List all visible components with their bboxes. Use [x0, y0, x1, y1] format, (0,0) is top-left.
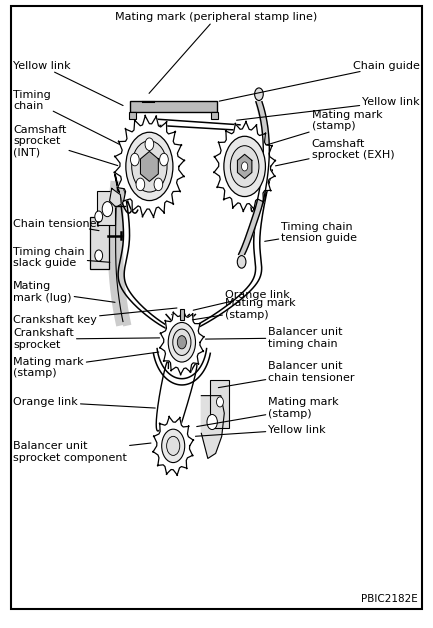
Text: Camshaft
sprocket
(INT): Camshaft sprocket (INT)	[13, 125, 118, 166]
Circle shape	[207, 414, 217, 430]
Circle shape	[160, 153, 168, 166]
Text: Timing chain
tension guide: Timing chain tension guide	[265, 222, 358, 243]
Circle shape	[224, 136, 265, 197]
Polygon shape	[256, 102, 268, 126]
Polygon shape	[110, 188, 121, 207]
Text: Mating
mark (lug): Mating mark (lug)	[13, 281, 115, 303]
Text: Orange link: Orange link	[13, 397, 155, 408]
Polygon shape	[252, 201, 263, 220]
Polygon shape	[214, 121, 275, 212]
Text: Balancer unit
timing chain: Balancer unit timing chain	[205, 327, 343, 349]
Circle shape	[167, 436, 180, 455]
Polygon shape	[245, 220, 258, 239]
Circle shape	[145, 138, 154, 151]
Text: Mating mark
(stamp): Mating mark (stamp)	[267, 110, 382, 145]
Circle shape	[242, 162, 248, 171]
Polygon shape	[114, 115, 185, 218]
Circle shape	[255, 88, 263, 100]
Text: Chain tensioner: Chain tensioner	[13, 219, 101, 230]
Text: Yellow link: Yellow link	[13, 61, 123, 106]
Polygon shape	[262, 126, 269, 151]
Text: Yellow link: Yellow link	[195, 425, 326, 436]
Circle shape	[126, 133, 173, 200]
Polygon shape	[257, 176, 268, 201]
Text: Timing chain
slack guide: Timing chain slack guide	[13, 247, 110, 268]
Polygon shape	[140, 151, 158, 181]
Circle shape	[95, 250, 103, 261]
Text: Balancer unit
sprocket component: Balancer unit sprocket component	[13, 441, 151, 463]
Circle shape	[95, 211, 103, 222]
Text: Orange link: Orange link	[193, 290, 290, 310]
Circle shape	[154, 178, 163, 191]
Circle shape	[162, 429, 185, 463]
Circle shape	[136, 178, 145, 191]
Text: Yellow link: Yellow link	[236, 97, 420, 120]
Polygon shape	[239, 239, 251, 254]
Circle shape	[168, 323, 195, 362]
Text: Mating mark (peripheral stamp line): Mating mark (peripheral stamp line)	[115, 12, 318, 94]
Text: Mating mark
(stamp): Mating mark (stamp)	[192, 298, 296, 320]
Circle shape	[237, 256, 246, 268]
FancyBboxPatch shape	[97, 191, 115, 225]
Circle shape	[173, 329, 191, 355]
FancyBboxPatch shape	[210, 380, 229, 428]
Bar	[211, 112, 218, 119]
Circle shape	[177, 335, 186, 349]
Text: Timing
chain: Timing chain	[13, 90, 120, 144]
FancyBboxPatch shape	[90, 217, 109, 269]
Circle shape	[132, 141, 167, 192]
Text: Mating mark
(stamp): Mating mark (stamp)	[197, 398, 339, 426]
Text: Chain guide: Chain guide	[219, 61, 420, 101]
Text: Camshaft
sprocket (EXH): Camshaft sprocket (EXH)	[275, 139, 394, 166]
Bar	[129, 112, 136, 119]
Polygon shape	[160, 310, 204, 375]
Text: Crankshaft key: Crankshaft key	[13, 308, 177, 325]
Polygon shape	[237, 154, 252, 178]
Text: Mating mark
(stamp): Mating mark (stamp)	[13, 352, 159, 378]
Text: Balancer unit
chain tensioner: Balancer unit chain tensioner	[218, 361, 355, 387]
Text: Crankshaft
sprocket: Crankshaft sprocket	[13, 328, 160, 350]
Polygon shape	[201, 396, 224, 458]
Circle shape	[130, 153, 139, 166]
Polygon shape	[153, 416, 194, 475]
Circle shape	[216, 397, 223, 407]
Circle shape	[102, 202, 113, 217]
Bar	[180, 308, 184, 320]
Polygon shape	[262, 151, 269, 176]
Circle shape	[230, 146, 259, 187]
Bar	[130, 101, 216, 112]
Text: PBIC2182E: PBIC2182E	[361, 594, 418, 604]
